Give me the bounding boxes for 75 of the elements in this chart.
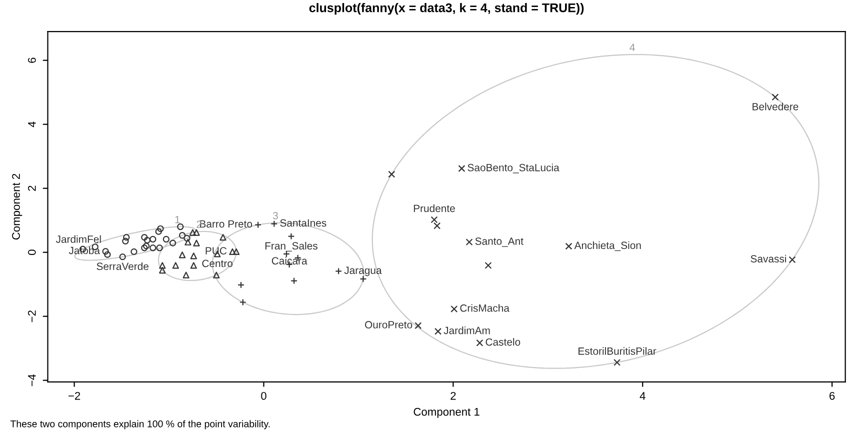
annotation: Anchieta_Sion	[574, 241, 641, 252]
annotation: JardimFel	[56, 235, 101, 243]
chart-title: clusplot(fanny(x = data3, k = 4, stand = TRUE))	[309, 3, 584, 15]
point	[178, 252, 186, 258]
point	[190, 252, 197, 260]
point	[772, 94, 779, 101]
y-tick-label: −2	[28, 310, 36, 322]
annotation: Prudente	[414, 204, 455, 212]
annotation: Santo_Ant	[475, 238, 524, 247]
point	[220, 234, 226, 241]
point	[614, 358, 621, 366]
annotation: EstorilBuritisPilar	[578, 347, 656, 355]
annotation: SaoBento_StaLucia	[468, 164, 560, 174]
point	[229, 248, 236, 256]
point	[476, 339, 484, 346]
point	[484, 262, 492, 269]
point	[288, 232, 295, 240]
point	[290, 277, 298, 284]
annotation: Belvedere	[752, 102, 798, 110]
x-tick-label: 2	[450, 392, 456, 400]
y-tick-label: 2	[28, 186, 36, 191]
point	[430, 216, 438, 224]
point	[254, 221, 262, 228]
y-tick-label: 4	[28, 122, 36, 128]
annotation: 2	[196, 220, 202, 228]
annotation: Castelo	[486, 338, 520, 346]
point	[238, 281, 244, 288]
point	[232, 248, 240, 256]
point	[172, 262, 179, 269]
text: These two components explain 100 % of the point variability.	[10, 420, 270, 430]
annotation: Barro Preto	[200, 220, 252, 228]
x-tick-label: 0	[261, 392, 266, 400]
annotation: Centro	[202, 260, 233, 268]
annotation: PUC	[206, 247, 227, 254]
annotation: SerraVerde	[96, 262, 148, 270]
point	[270, 220, 278, 228]
x-tick-label: 6	[830, 392, 835, 400]
x-tick-label: −2	[68, 392, 80, 400]
point	[434, 328, 442, 335]
point	[450, 305, 458, 312]
point	[193, 240, 200, 246]
annotation: 3	[272, 212, 278, 220]
annotation: Savassi	[750, 254, 786, 262]
y-tick-label: 6	[28, 58, 36, 63]
y-tick-label: −4	[28, 374, 36, 386]
annotation: Fran_Sales	[265, 242, 318, 252]
annotation: 1	[175, 216, 180, 224]
point	[434, 222, 441, 230]
point	[184, 238, 192, 246]
point	[239, 298, 246, 306]
annotation: SantaInes	[280, 219, 326, 227]
y-axis-title: Component 2	[12, 174, 22, 240]
point	[458, 164, 466, 172]
annotation: Jaragua	[344, 266, 382, 276]
point	[788, 256, 796, 264]
point	[159, 266, 166, 274]
point	[466, 238, 473, 246]
point	[193, 229, 200, 236]
x-tick-label: 4	[640, 392, 646, 400]
annotation: 4	[630, 44, 635, 51]
point	[565, 242, 572, 250]
point	[189, 229, 196, 236]
point	[159, 262, 166, 269]
annotation: CrisMacha	[460, 304, 510, 312]
point	[414, 322, 422, 330]
point	[388, 170, 396, 178]
point	[335, 268, 342, 275]
annotation: OuroPreto	[365, 321, 412, 328]
y-tick-label: 0	[28, 250, 36, 255]
point	[213, 272, 220, 278]
point	[190, 262, 197, 269]
point	[182, 272, 190, 278]
annotation: Caicara	[272, 256, 308, 265]
annotation: JardimAm	[444, 326, 490, 334]
x-axis-title: Component 1	[414, 408, 480, 418]
